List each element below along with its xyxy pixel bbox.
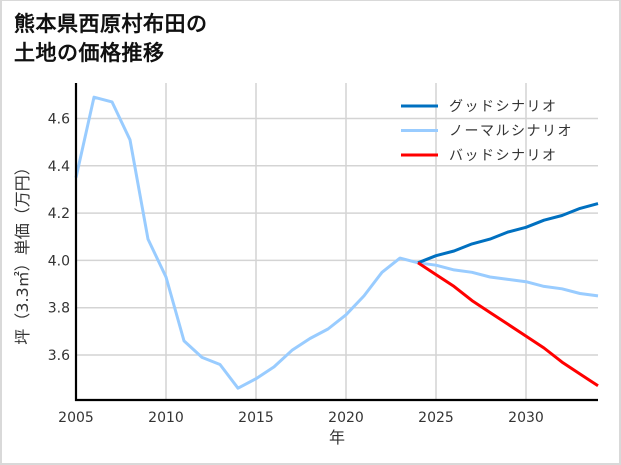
legend-label-1: ノーマルシナリオ (449, 124, 573, 140)
series-line-1 (74, 95, 599, 390)
x-tick-label: 2030 (508, 410, 544, 426)
series-line-0 (417, 202, 599, 265)
y-tick-label: 4.2 (48, 206, 70, 222)
x-tick-label: 2015 (238, 410, 274, 426)
y-tick-label: 4.4 (48, 159, 70, 175)
x-tick-label: 2025 (418, 410, 454, 426)
y-tick-label: 3.6 (48, 348, 70, 364)
tick-labels: 2005 2010 2015 2020 2025 2030 3.6 3.8 4.0 4.2 4.4 4… (48, 111, 544, 426)
legend-label-0: グッドシナリオ (449, 99, 558, 115)
y-tick-label: 4.0 (48, 253, 70, 269)
x-tick-label: 2010 (148, 410, 184, 426)
legend-label-2: バッドシナリオ (449, 148, 558, 164)
axes (74, 83, 598, 402)
x-tick-label: 2005 (58, 410, 94, 426)
chart-title-line-2: 土地の価格推移 (14, 41, 165, 65)
plot-series (74, 95, 599, 390)
y-tick-label: 4.6 (48, 111, 70, 127)
series-line-2 (417, 261, 599, 388)
y-tick-label: 3.8 (48, 301, 70, 317)
chart-title-line-1: 熊本県西原村布田の (14, 12, 208, 36)
x-tick-label: 2020 (328, 410, 364, 426)
y-axis-label: 坪（3.3㎡）単価（万円） (13, 159, 32, 344)
chart-title: 熊本県西原村布田の 土地の価格推移 (14, 10, 208, 68)
grid-lines (76, 83, 598, 400)
x-axis-label: 年 (329, 428, 345, 447)
